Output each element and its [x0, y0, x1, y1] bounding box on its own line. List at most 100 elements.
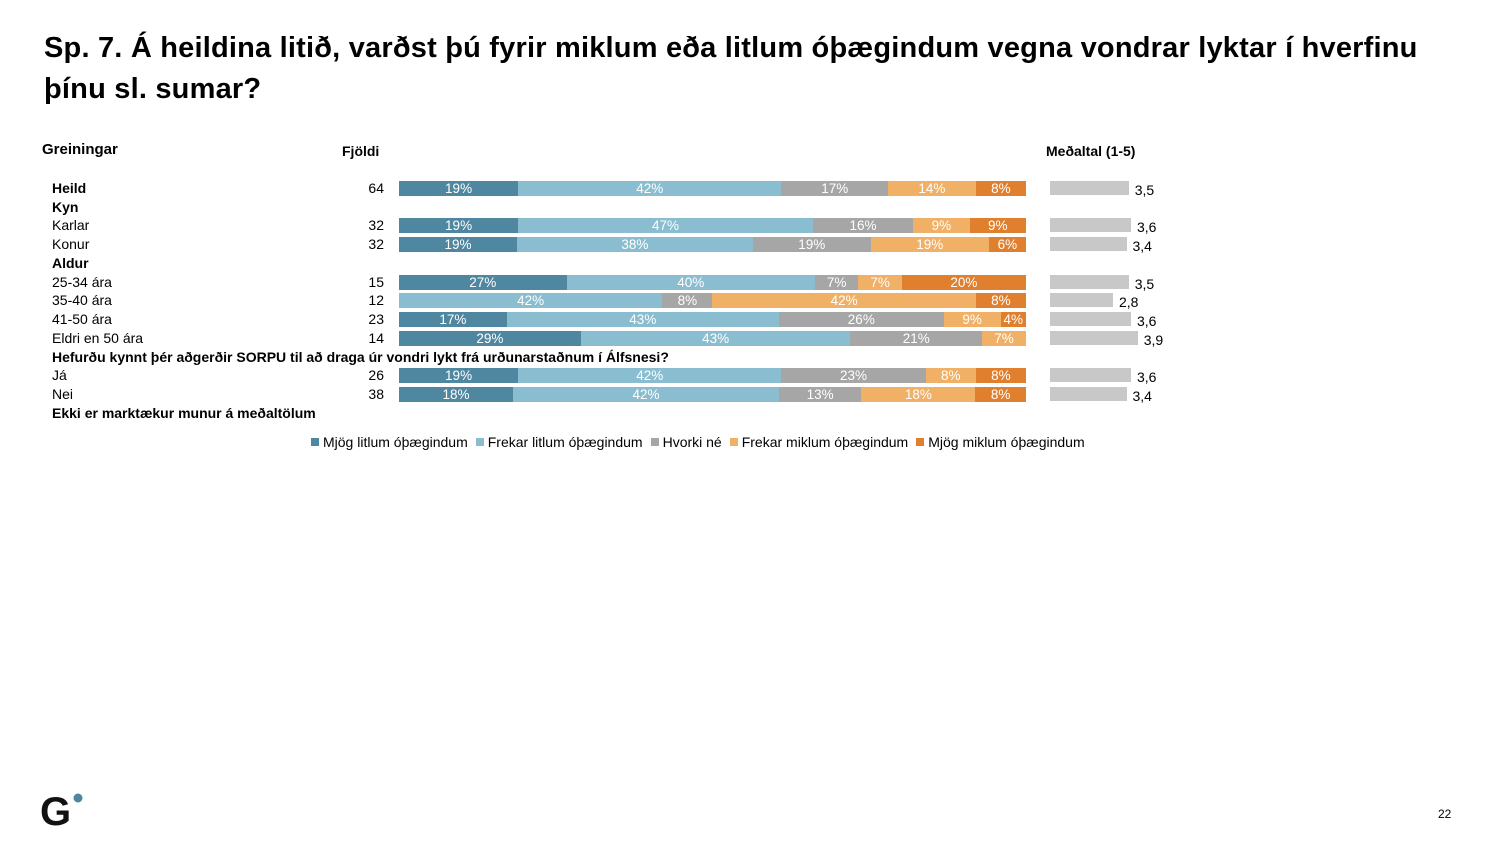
bar-segment: 9% — [943, 312, 1001, 327]
row-label: Heild — [52, 180, 87, 196]
bar-segment: 19% — [752, 237, 871, 252]
bar-segment: 9% — [913, 218, 970, 233]
row-count: 32 — [368, 217, 384, 233]
mean-bar — [1050, 181, 1129, 195]
bar-segment: 4% — [1000, 312, 1026, 327]
bar-segment: 19% — [399, 237, 517, 252]
legend-item: Frekar litlum óþægindum — [475, 434, 643, 450]
mean-value: 3,5 — [1134, 276, 1155, 292]
bar-segment: 8% — [975, 181, 1026, 196]
bar-segment: 9% — [969, 218, 1026, 233]
mean-value: 3,5 — [1134, 182, 1155, 198]
logo-dot — [73, 793, 83, 803]
page-title: Sp. 7. Á heildina litið, varðst þú fyrir… — [44, 32, 1418, 105]
stacked-bar: 42% 8% 42% 8% — [399, 293, 1026, 308]
bar-segment: 8% — [975, 387, 1026, 402]
chart-legend: Mjög litlum óþægindum Frekar litlum óþægi… — [311, 434, 1093, 450]
row-label: 35-40 ára — [52, 292, 112, 308]
group-header: Aldur — [52, 255, 89, 271]
bar-segment: 26% — [778, 312, 944, 327]
bar-segment: 42% — [518, 368, 782, 383]
bar-segment: 29% — [399, 331, 581, 346]
row-count: 32 — [368, 236, 384, 252]
bar-segment: 19% — [399, 368, 519, 383]
bar-segment: 42% — [399, 293, 663, 308]
bar-segment: 42% — [712, 293, 976, 308]
legend-item: Hvorki né — [650, 434, 722, 450]
groups-header: Greiningar — [42, 141, 118, 158]
bar-segment: 20% — [901, 275, 1026, 290]
mean-header: Meðaltal (1-5) — [1046, 143, 1136, 159]
mean-bar — [1050, 293, 1113, 307]
legend-swatch — [916, 438, 925, 446]
bar-segment: 7% — [982, 331, 1026, 346]
bar-segment: 17% — [781, 181, 889, 196]
mean-bar — [1050, 275, 1129, 289]
bar-segment: 19% — [870, 237, 989, 252]
bar-segment: 43% — [506, 312, 779, 327]
bar-segment: 6% — [988, 237, 1026, 252]
row-count: 23 — [368, 311, 384, 327]
count-header: Fjöldi — [342, 143, 380, 159]
bar-segment: 13% — [779, 387, 862, 402]
group-header: Hefurðu kynnt þér aðgerðir SORPU til að … — [52, 349, 669, 365]
mean-bar — [1050, 331, 1138, 345]
legend-label: Mjög litlum óþægindum — [323, 434, 468, 450]
bar-segment: 8% — [975, 368, 1026, 383]
bar-segment: 42% — [518, 181, 782, 196]
group-header: Ekki er marktækur munur á meðaltölum — [52, 405, 316, 421]
bar-segment: 47% — [518, 218, 813, 233]
legend-item: Mjög miklum óþægindum — [916, 434, 1085, 450]
bar-segment: 8% — [975, 293, 1026, 308]
row-count: 14 — [368, 330, 384, 346]
mean-value: 2,8 — [1119, 294, 1139, 310]
legend-item: Frekar miklum óþægindum — [729, 434, 908, 450]
legend-swatch — [729, 438, 738, 446]
row-count: 15 — [368, 274, 384, 290]
bar-segment: 18% — [399, 387, 513, 402]
bar-segment: 38% — [516, 237, 753, 252]
bar-segment: 14% — [888, 181, 976, 196]
company-logo: G — [40, 790, 83, 830]
legend-item: Mjög litlum óþægindum — [311, 434, 468, 450]
bar-segment: 40% — [566, 275, 815, 290]
bar-segment: 17% — [399, 312, 507, 327]
mean-value: 3,6 — [1137, 369, 1157, 385]
bar-segment: 18% — [861, 387, 976, 402]
stacked-bar: 29% 43% 21% 7% — [399, 331, 1026, 346]
bar-segment: 43% — [580, 331, 851, 346]
bar-segment: 7% — [858, 275, 902, 290]
bar-segment: 23% — [781, 368, 926, 383]
stacked-bar: 19% 42% 17% 14% 8% — [399, 181, 1026, 196]
bar-segment: 19% — [399, 218, 519, 233]
logo-letter: G — [40, 790, 71, 830]
mean-bar — [1050, 237, 1127, 251]
group-header: Kyn — [52, 199, 79, 215]
mean-bar — [1050, 218, 1131, 232]
row-label: Já — [52, 367, 67, 383]
bar-segment: 21% — [850, 331, 983, 346]
stacked-bar: 19% 47% 16% 9% 9% — [399, 218, 1026, 233]
mean-value: 3,4 — [1132, 388, 1152, 404]
bar-segment: 27% — [399, 275, 567, 290]
bar-segment: 8% — [662, 293, 713, 308]
mean-value: 3,4 — [1132, 238, 1152, 254]
row-count: 64 — [368, 180, 384, 196]
bar-segment: 19% — [399, 181, 519, 196]
bar-segment: 8% — [925, 368, 976, 383]
mean-bar — [1050, 368, 1131, 382]
row-label: Karlar — [52, 217, 90, 233]
row-count: 38 — [368, 386, 384, 402]
legend-label: Mjög miklum óþægindum — [928, 434, 1085, 450]
mean-value: 3,9 — [1143, 332, 1164, 348]
mean-bar — [1050, 387, 1127, 401]
row-label: 41-50 ára — [52, 311, 112, 327]
stacked-bar: 19% 38% 19% 19% 6% — [399, 237, 1026, 252]
mean-value: 3,6 — [1137, 219, 1157, 235]
stacked-bar: 18% 42% 13% 18% 8% — [399, 387, 1026, 402]
row-label: Nei — [52, 386, 74, 402]
stacked-bar: 19% 42% 23% 8% 8% — [399, 368, 1026, 383]
legend-label: Hvorki né — [662, 434, 722, 450]
page-number: 22 — [1438, 807, 1452, 821]
